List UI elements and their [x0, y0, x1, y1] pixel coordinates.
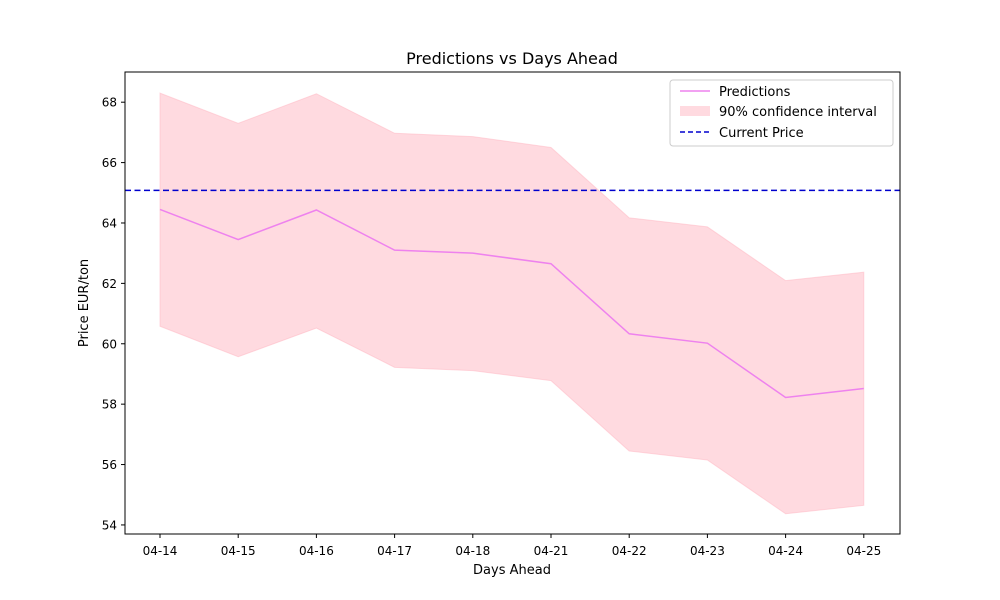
x-tick-label: 04-15	[221, 544, 256, 558]
x-tick-label: 04-21	[534, 544, 569, 558]
x-axis-label: Days Ahead	[473, 563, 551, 578]
x-tick-label: 04-16	[299, 544, 334, 558]
x-tick-label: 04-24	[768, 544, 803, 558]
plot-content	[125, 92, 900, 515]
x-tick-label: 04-18	[455, 544, 490, 558]
legend: Predictions 90% confidence interval Curr…	[669, 79, 894, 147]
y-tick-label: 66	[102, 156, 117, 170]
y-tick-label: 58	[102, 398, 117, 412]
x-axis: 04-14 04-15 04-16 04-17 04-18 04-21 04-22 04-23…	[143, 534, 881, 558]
plot-frame	[124, 71, 901, 535]
y-tick-label: 54	[102, 518, 117, 532]
y-axis-label: Price EUR/ton	[77, 259, 92, 347]
y-tick-label: 62	[102, 277, 117, 291]
y-tick-label: 68	[102, 96, 117, 110]
x-tick-label: 04-23	[690, 544, 725, 558]
predictions-line	[159, 208, 864, 399]
legend-confidence-patch	[680, 106, 710, 116]
y-tick-label: 64	[102, 216, 117, 230]
y-tick-label: 60	[102, 337, 117, 351]
legend-box	[669, 79, 894, 147]
x-tick-label: 04-14	[143, 544, 178, 558]
legend-current-price-label: Current Price	[719, 126, 804, 141]
x-tick-label: 04-25	[846, 544, 881, 558]
x-tick-label: 04-22	[612, 544, 647, 558]
chart-title: Predictions vs Days Ahead	[406, 49, 618, 68]
y-axis: 54 56 58 60 62 64 66 68	[102, 96, 125, 532]
legend-confidence-label: 90% confidence interval	[719, 105, 877, 120]
x-tick-label: 04-17	[377, 544, 412, 558]
legend-predictions-label: Predictions	[719, 85, 791, 100]
confidence-interval-band	[159, 92, 865, 515]
y-tick-label: 56	[102, 458, 117, 472]
